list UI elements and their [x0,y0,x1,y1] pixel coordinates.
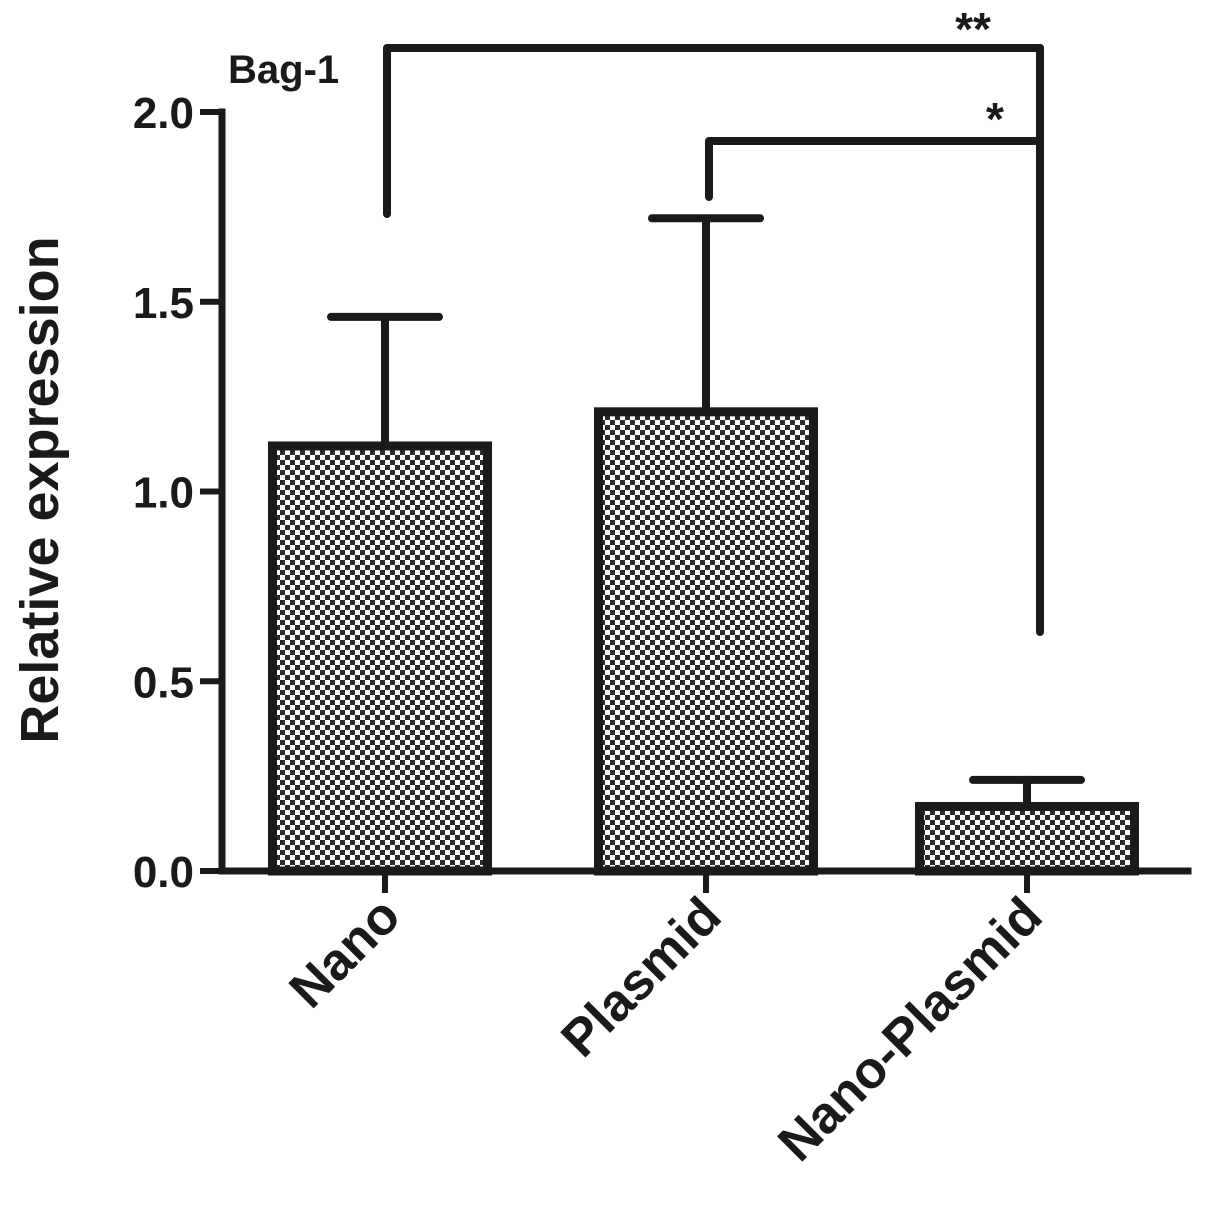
error-bars [327,214,1085,811]
x-axis: Nano Plasmid Nano-Plasmid [279,871,1053,1173]
significance-brackets: *** [383,3,1044,636]
y-tick-label-4: 2.0 [133,89,194,138]
bar-nano [268,441,492,876]
y-axis: 0.0 0.5 1.0 1.5 2.0 [133,89,222,897]
x-tick-label-0: Nano [279,886,412,1019]
bars [268,407,1139,876]
y-tick-label-2: 1.0 [133,469,194,518]
x-tick-label-1: Plasmid [550,886,732,1068]
y-tick-label-0: 0.0 [133,848,194,897]
bar-plasmid [594,407,818,876]
sig-bracket-1 [705,137,1044,201]
panel-label: Bag-1 [228,48,339,92]
sig-label-0: ** [955,3,991,55]
y-tick-label-3: 1.5 [133,279,194,328]
bar-nano-plasmid [915,801,1139,876]
x-tick-label-2: Nano-Plasmid [767,886,1053,1172]
y-tick-label-1: 0.5 [133,658,194,707]
sig-bracket-0 [383,44,1044,218]
y-axis-title: Relative expression [10,236,70,743]
sig-label-1: * [986,93,1004,145]
